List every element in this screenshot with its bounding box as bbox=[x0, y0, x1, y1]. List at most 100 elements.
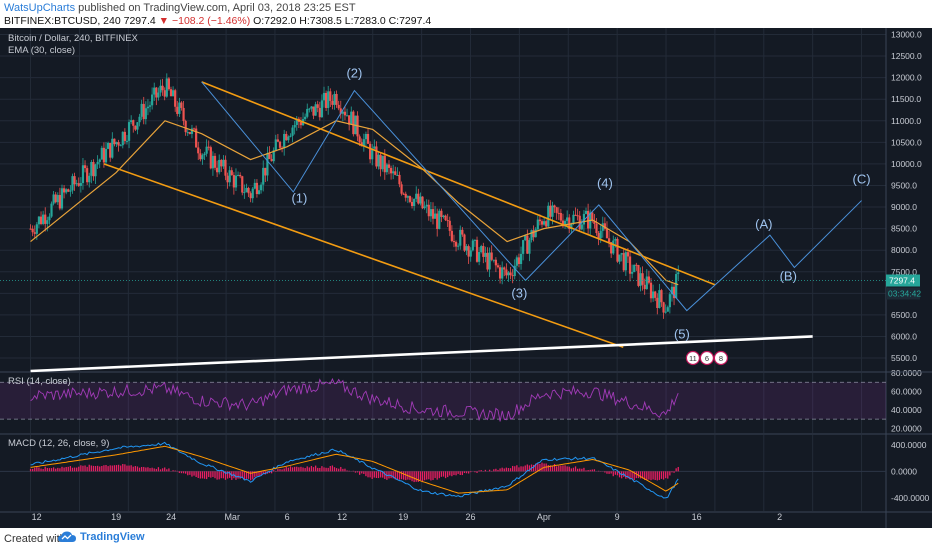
candle-body bbox=[568, 217, 571, 229]
channel-upper-line bbox=[201, 81, 716, 286]
candle-body bbox=[58, 195, 61, 209]
candle-body bbox=[526, 235, 529, 254]
rsi-tick-label: 20.0000 bbox=[891, 423, 922, 433]
candle-body bbox=[480, 246, 483, 253]
candle-body bbox=[503, 267, 506, 270]
candle-body bbox=[176, 106, 179, 114]
candle-body bbox=[582, 213, 586, 225]
candle-body bbox=[584, 210, 588, 214]
candle-body bbox=[415, 193, 418, 199]
candle-body bbox=[52, 194, 55, 204]
candle-body bbox=[614, 238, 617, 241]
candle-body bbox=[561, 220, 565, 227]
candle-body bbox=[94, 164, 97, 177]
candle-body bbox=[557, 212, 560, 214]
candle-body bbox=[159, 85, 162, 93]
candle-body bbox=[322, 92, 326, 101]
candle-body bbox=[272, 150, 275, 162]
candle-body bbox=[534, 229, 537, 238]
y-tick-label: 10500.0 bbox=[891, 137, 922, 147]
candle-body bbox=[595, 223, 598, 233]
candle-body bbox=[425, 204, 428, 207]
candle-body bbox=[419, 196, 422, 204]
candle-body bbox=[178, 102, 181, 114]
countdown-tag bbox=[886, 287, 920, 300]
candle-body bbox=[117, 142, 120, 146]
chart-svg[interactable]: 13000.0 12500.0 12000.0 11500.0 11000.0 10500… bbox=[0, 28, 932, 528]
candle-body bbox=[142, 103, 145, 120]
candle-body bbox=[387, 164, 391, 168]
candle-body bbox=[605, 228, 609, 239]
candle-body bbox=[339, 108, 342, 114]
candle-body bbox=[312, 106, 315, 116]
candle-body bbox=[507, 272, 510, 276]
candle-body bbox=[536, 219, 539, 230]
candle-body bbox=[236, 174, 240, 176]
footer: Created with TradingView bbox=[0, 528, 932, 550]
candle-body bbox=[96, 161, 99, 165]
candle-body bbox=[165, 78, 168, 97]
candle-body bbox=[343, 111, 347, 116]
y-tick-label: 11000.0 bbox=[891, 116, 921, 126]
candle-body bbox=[501, 267, 504, 279]
rsi-line bbox=[30, 377, 679, 422]
tradingview-logo[interactable]: TradingView bbox=[58, 531, 145, 543]
candle-body bbox=[362, 139, 365, 147]
y-tick-label: 11500.0 bbox=[891, 94, 921, 104]
candle-body bbox=[134, 125, 137, 130]
chart-area[interactable]: 13000.0 12500.0 12000.0 11500.0 11000.0 10500… bbox=[0, 28, 932, 528]
candle-body bbox=[459, 229, 462, 246]
candle-body bbox=[335, 93, 338, 105]
candle-body bbox=[530, 230, 533, 241]
candle-body bbox=[601, 223, 604, 231]
candle-body bbox=[171, 90, 175, 97]
candle-body bbox=[599, 230, 602, 239]
candle-body bbox=[649, 282, 653, 299]
candle-body bbox=[484, 252, 487, 257]
publish-line: WatsUpCharts published on TradingView.co… bbox=[4, 2, 356, 14]
candle-body bbox=[42, 214, 45, 224]
created-with-label: Created with bbox=[4, 533, 66, 545]
candle-body bbox=[450, 230, 453, 242]
candle-body bbox=[308, 108, 311, 110]
last-price-tag bbox=[886, 274, 920, 287]
last-price: 7297.4 bbox=[123, 15, 156, 27]
candle-body bbox=[111, 138, 114, 158]
candle-body bbox=[107, 142, 110, 149]
rsi-tick-label: 60.0000 bbox=[891, 386, 922, 396]
candle-body bbox=[647, 276, 651, 283]
candle-body bbox=[151, 94, 154, 106]
candle-body bbox=[337, 104, 340, 109]
event-badge bbox=[685, 350, 701, 366]
candle-body bbox=[138, 116, 141, 123]
candle-body bbox=[341, 111, 344, 114]
candle-body bbox=[144, 108, 147, 120]
candle-body bbox=[639, 273, 642, 286]
candle-body bbox=[553, 205, 556, 208]
candle-body bbox=[234, 175, 238, 188]
x-tick-label: 26 bbox=[465, 512, 475, 522]
candle-body bbox=[262, 167, 265, 185]
candle-body bbox=[243, 192, 246, 194]
x-tick-label: 19 bbox=[398, 512, 408, 522]
x-tick-label: 24 bbox=[166, 512, 176, 522]
wave-label: (C) bbox=[853, 171, 871, 186]
candle-body bbox=[616, 238, 619, 262]
candle-body bbox=[260, 184, 263, 191]
candle-body bbox=[115, 142, 118, 145]
author-link[interactable]: WatsUpCharts bbox=[4, 2, 76, 14]
candle-body bbox=[209, 147, 212, 169]
candle-body bbox=[287, 136, 290, 141]
event-badge bbox=[713, 350, 729, 366]
candle-body bbox=[270, 159, 273, 162]
candle-body bbox=[333, 93, 336, 105]
candle-body bbox=[205, 146, 208, 154]
candle-body bbox=[345, 115, 349, 117]
channel-lower-line bbox=[103, 163, 624, 349]
candle-body bbox=[71, 176, 74, 191]
y-tick-label: 5500.0 bbox=[891, 353, 917, 363]
candle-body bbox=[482, 246, 485, 257]
candle-body bbox=[624, 252, 627, 271]
candle-body bbox=[65, 189, 68, 193]
candle-body bbox=[264, 167, 267, 176]
